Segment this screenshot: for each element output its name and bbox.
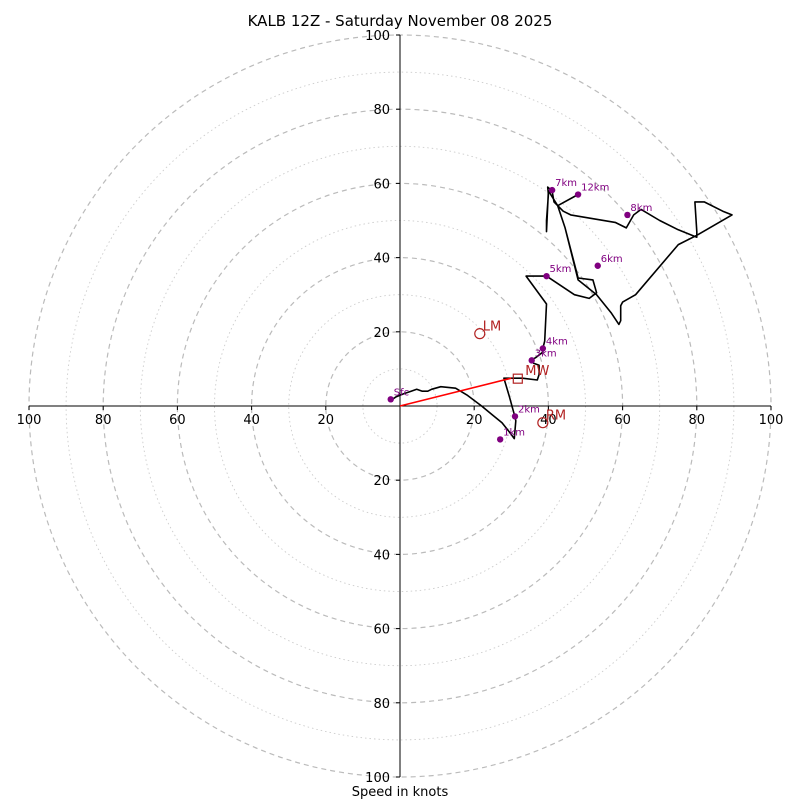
tick-labels: 100 80 60 40 20 20 40 60 80 100 100 80 60 40 20 20 40 60 8… <box>17 29 784 786</box>
height-label-1km: 1km <box>503 427 525 438</box>
x-tick-label: 20 <box>318 413 335 428</box>
height-label-4km: 4km <box>546 336 568 347</box>
x-tick-label: 60 <box>614 413 631 428</box>
x-tick-label: 60 <box>169 413 186 428</box>
height-label-12km: 12km <box>581 183 609 194</box>
y-tick-label: 20 <box>373 474 390 489</box>
height-label-8km: 8km <box>630 203 652 214</box>
storm-label-mw: MW <box>525 364 549 379</box>
y-tick-label: 40 <box>373 252 390 267</box>
mean-wind-vector <box>399 377 512 407</box>
height-marker-4km <box>539 345 547 352</box>
x-axis-label: Speed in knots <box>352 785 449 800</box>
storm-motion-markers: LM MW RM <box>474 320 566 429</box>
height-marker-5km <box>543 272 550 280</box>
hodograph-line <box>390 186 733 440</box>
y-tick-label: 100 <box>365 771 390 786</box>
x-tick-label: 40 <box>540 413 557 428</box>
height-label-6km: 6km <box>601 254 623 265</box>
storm-marker-lm <box>474 328 486 340</box>
y-tick-label: 40 <box>373 548 390 563</box>
height-marker-8km <box>624 211 631 219</box>
mean-wind-line <box>399 377 512 407</box>
storm-marker-rm <box>537 417 549 429</box>
height-marker-1km <box>496 436 504 443</box>
height-label-5km: 5km <box>550 264 572 275</box>
y-tick-label: 60 <box>373 623 390 638</box>
height-marker-12km <box>574 191 582 198</box>
height-marker-6km <box>594 262 601 269</box>
height-label-7km: 7km <box>555 178 577 189</box>
height-marker-7km <box>548 186 556 194</box>
y-tick-label: 80 <box>373 697 390 712</box>
hodograph-trace <box>390 186 733 440</box>
x-tick-label: 100 <box>759 413 784 428</box>
x-tick-label: 20 <box>466 413 483 428</box>
chart-title: KALB 12Z - Saturday November 08 2025 <box>248 12 553 30</box>
x-tick-label: 100 <box>17 413 42 428</box>
x-tick-label: 80 <box>689 413 706 428</box>
y-tick-label: 60 <box>373 177 390 192</box>
x-tick-label: 40 <box>243 413 260 428</box>
height-marker-3km <box>528 357 535 364</box>
storm-label-rm: RM <box>546 409 566 424</box>
storm-marker-mw <box>512 373 523 384</box>
y-tick-label: 100 <box>365 29 390 44</box>
height-marker-sfc <box>387 396 394 403</box>
height-marker-2km <box>511 413 519 420</box>
height-label-2km: 2km <box>518 404 540 415</box>
y-tick-label: 80 <box>373 103 390 118</box>
x-tick-label: 80 <box>95 413 112 428</box>
height-label-3km: 3km <box>535 348 557 359</box>
y-tick-label: 20 <box>373 326 390 341</box>
storm-label-lm: LM <box>483 320 501 335</box>
height-label-sfc: Sfc <box>394 387 409 398</box>
